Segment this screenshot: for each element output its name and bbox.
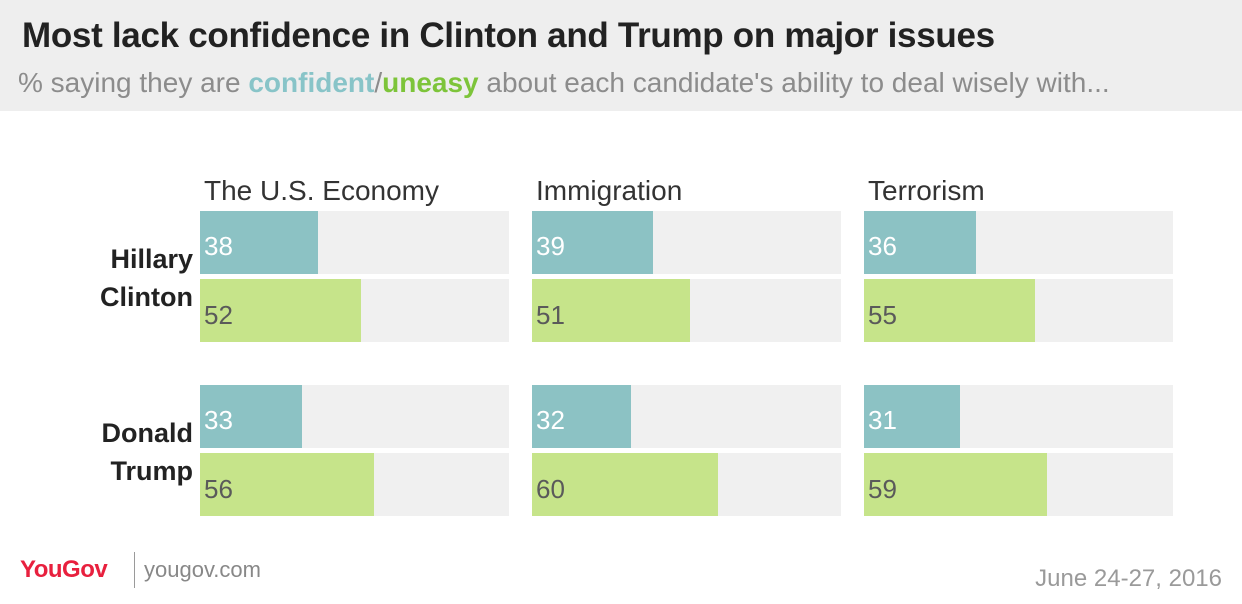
data-label-trump-economy-confident: 33 — [204, 405, 233, 435]
row-label-trump-first: Donald — [101, 418, 194, 448]
footer-website: yougov.com — [144, 557, 261, 582]
bar-track: 36 — [864, 211, 1173, 274]
bar-trump-terrorism-uneasy — [864, 453, 1047, 516]
chart-header: Most lack confidence in Clinton and Trum… — [0, 0, 1242, 111]
column-label-economy: The U.S. Economy — [204, 175, 439, 206]
bar-trump-economy-uneasy — [200, 453, 374, 516]
data-label-clinton-terrorism-uneasy: 55 — [868, 300, 897, 330]
data-label-trump-economy-uneasy: 56 — [204, 474, 233, 504]
bar-clinton-immigration-uneasy — [532, 279, 691, 342]
subtitle-prefix: % saying they are — [18, 67, 249, 98]
bar-trump-immigration-confident — [532, 385, 632, 448]
column-label-immigration: Immigration — [536, 175, 683, 206]
data-label-clinton-economy-uneasy: 52 — [204, 300, 233, 330]
bar-track: 51 — [532, 279, 841, 342]
bar-clinton-immigration-confident — [532, 211, 653, 274]
bar-track: 31 — [864, 385, 1173, 448]
chart-subtitle: % saying they are confident/uneasy about… — [18, 67, 1110, 99]
row-label-trump-last: Trump — [110, 456, 193, 486]
bar-track: 52 — [200, 279, 509, 342]
data-label-clinton-terrorism-confident: 36 — [868, 231, 897, 261]
bar-clinton-economy-confident — [200, 211, 318, 274]
data-label-trump-immigration-uneasy: 60 — [536, 474, 565, 504]
bar-track: 55 — [864, 279, 1173, 342]
bar-clinton-terrorism-confident — [864, 211, 976, 274]
subtitle-slash: / — [374, 67, 383, 98]
subtitle-uneasy: uneasy — [382, 67, 479, 98]
subtitle-suffix: about each candidate's ability to deal w… — [478, 67, 1110, 98]
data-label-trump-terrorism-confident: 31 — [868, 405, 897, 435]
row-label-clinton: Hillary Clinton — [0, 240, 193, 316]
bar-clinton-economy-uneasy — [200, 279, 362, 342]
bar-trump-immigration-uneasy — [532, 453, 718, 516]
row-label-clinton-first: Hillary — [110, 244, 193, 274]
yougov-logo: YouGov — [20, 556, 108, 583]
bar-track: 56 — [200, 453, 509, 516]
survey-date: June 24-27, 2016 — [1035, 565, 1222, 592]
bar-trump-terrorism-confident — [864, 385, 961, 448]
row-label-trump: Donald Trump — [0, 414, 194, 490]
bar-track: 38 — [200, 211, 509, 274]
data-label-trump-terrorism-uneasy: 59 — [868, 474, 897, 504]
bar-track: 60 — [532, 453, 841, 516]
footer-divider — [134, 552, 135, 588]
data-label-clinton-immigration-uneasy: 51 — [536, 300, 565, 330]
row-label-clinton-last: Clinton — [100, 282, 193, 312]
bar-track: 39 — [532, 211, 841, 274]
bar-trump-economy-confident — [200, 385, 303, 448]
bar-track: 33 — [200, 385, 509, 448]
data-label-clinton-economy-confident: 38 — [204, 231, 233, 261]
data-label-clinton-immigration-confident: 39 — [536, 231, 565, 261]
subtitle-confident: confident — [248, 67, 375, 98]
bar-track: 59 — [864, 453, 1173, 516]
column-label-terrorism: Terrorism — [868, 175, 985, 206]
bar-clinton-terrorism-uneasy — [864, 279, 1035, 342]
data-label-trump-immigration-confident: 32 — [536, 405, 565, 435]
chart-title: Most lack confidence in Clinton and Trum… — [22, 16, 995, 55]
bar-track: 32 — [532, 385, 841, 448]
